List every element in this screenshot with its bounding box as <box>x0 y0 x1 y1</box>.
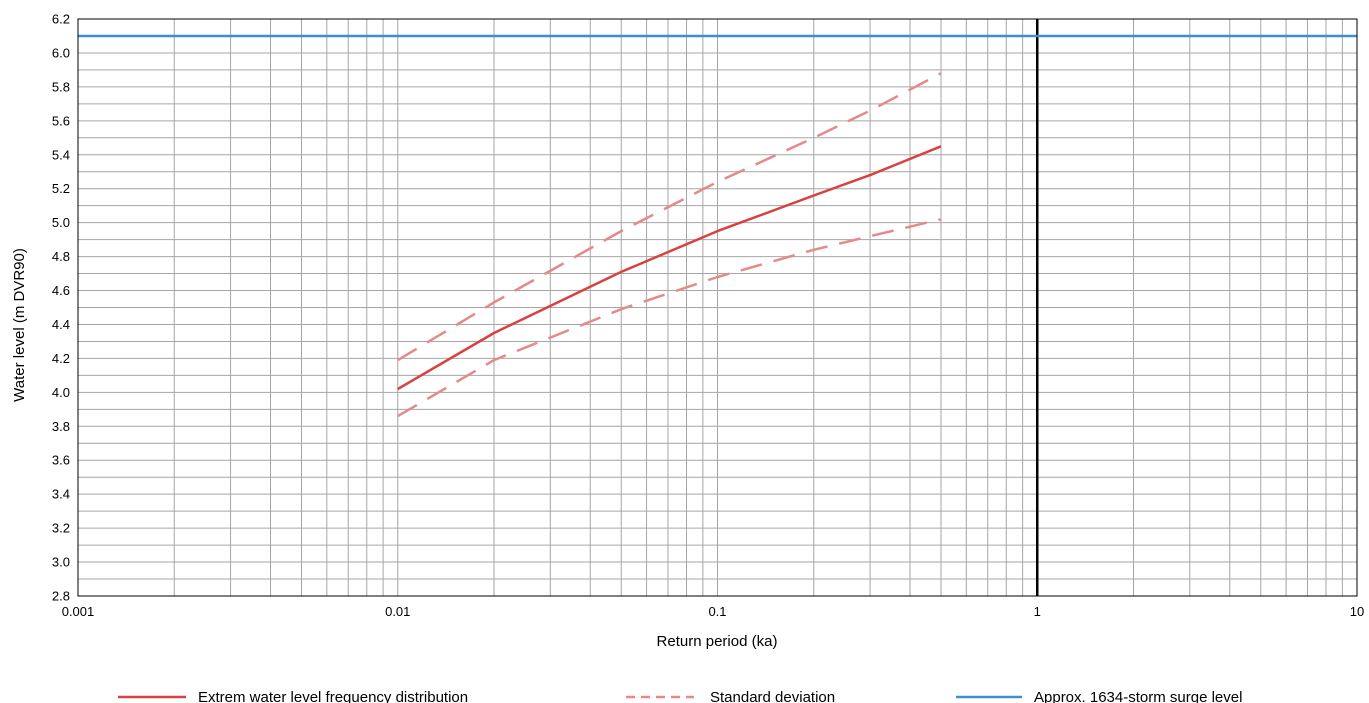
y-tick-label: 2.8 <box>52 589 70 604</box>
y-tick-label: 4.0 <box>52 385 70 400</box>
y-tick-label: 3.0 <box>52 555 70 570</box>
legend-label-distribution: Extrem water level frequency distributio… <box>198 689 468 703</box>
y-tick-label: 5.8 <box>52 79 70 94</box>
y-tick-label: 6.0 <box>52 45 70 60</box>
legend-item-std: Standard deviation <box>626 689 835 703</box>
y-tick-label: 5.2 <box>52 181 70 196</box>
x-tick-label: 10 <box>1350 604 1364 619</box>
x-tick-label: 0.001 <box>62 604 95 619</box>
legend: Extrem water level frequency distributio… <box>118 689 1242 703</box>
y-axis-label: Water level (m DVR90) <box>11 248 28 402</box>
y-tick-label: 4.4 <box>52 317 70 332</box>
y-tick-label: 6.2 <box>52 12 70 27</box>
y-tick-label: 5.4 <box>52 147 70 162</box>
x-tick-labels: 0.001 0.01 0.1 1 10 <box>62 604 1365 619</box>
legend-label-1634: Approx. 1634-storm surge level <box>1034 689 1242 703</box>
series-line-1 <box>397 72 942 362</box>
x-axis-label: Return period (ka) <box>657 633 778 650</box>
x-tick-label: 0.01 <box>385 604 410 619</box>
x-tick-label: 0.1 <box>708 604 726 619</box>
legend-item-1634: Approx. 1634-storm surge level <box>956 689 1242 703</box>
series-line-0 <box>397 145 942 391</box>
y-tick-label: 3.8 <box>52 419 70 434</box>
series-line-2 <box>397 218 942 418</box>
y-tick-label: 4.2 <box>52 351 70 366</box>
grid <box>77 18 1357 597</box>
legend-label-std: Standard deviation <box>710 689 835 703</box>
y-tick-label: 3.4 <box>52 487 70 502</box>
plot-frame <box>77 18 1358 597</box>
y-tick-labels: 2.8 3.0 3.2 3.4 3.6 3.8 4.0 4.2 4.4 4.6 4.8 5.0 5.2 5… <box>52 12 70 604</box>
y-tick-label: 3.2 <box>52 521 70 536</box>
y-tick-label: 5.0 <box>52 215 70 230</box>
x-tick-label: 1 <box>1034 604 1041 619</box>
series-lines <box>78 34 1357 418</box>
y-tick-label: 4.8 <box>52 249 70 264</box>
y-tick-label: 3.6 <box>52 453 70 468</box>
y-tick-label: 4.6 <box>52 283 70 298</box>
legend-item-distribution: Extrem water level frequency distributio… <box>118 689 468 703</box>
y-tick-label: 5.6 <box>52 113 70 128</box>
